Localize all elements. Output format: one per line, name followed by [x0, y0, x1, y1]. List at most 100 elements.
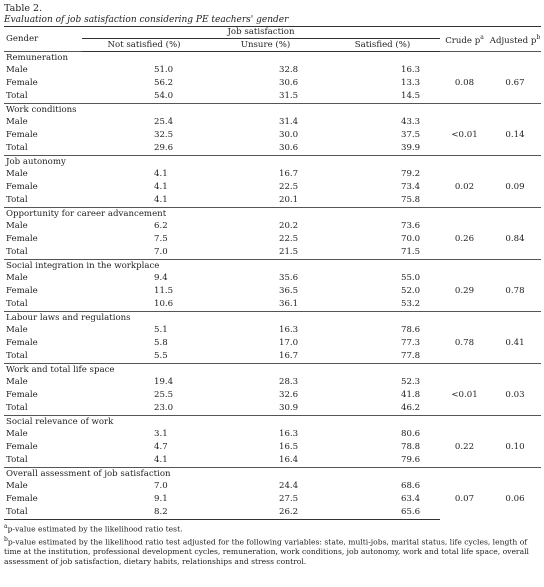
satisfied-cell: 13.3: [401, 78, 421, 88]
unsure-cell: 16.4: [279, 455, 299, 465]
not-satisfied-cell: 7.0: [154, 247, 168, 257]
gender-cell: Male: [6, 169, 28, 179]
not-satisfied-cell: 10.6: [154, 299, 174, 309]
gender-cell: Female: [6, 234, 38, 244]
satisfied-cell: 68.6: [401, 481, 421, 491]
table-row: Male 7.0 24.4 68.6 0.07 0.06: [4, 480, 541, 504]
unsure-cell: 24.4: [279, 481, 299, 491]
section-title: Remuneration: [4, 51, 541, 64]
section-header: Remuneration: [4, 51, 541, 64]
satisfied-cell: 53.2: [401, 299, 421, 309]
gender-cell: Male: [6, 65, 28, 75]
unsure-cell: 32.8: [279, 65, 299, 75]
table-body: Remuneration Male 51.0 32.8 16.3 0.08 0.67 Fema…: [4, 51, 541, 520]
satisfied-cell: 14.5: [401, 91, 421, 101]
unsure-cell: 22.5: [279, 182, 299, 192]
crude-p-cell: 0.07: [454, 494, 475, 505]
gender-cell: Total: [6, 143, 28, 153]
table-row: Female 4.7 16.5 78.8: [4, 441, 541, 454]
header-satisfied: Satisfied (%): [325, 38, 440, 52]
header-adjusted-p-label: Adjusted p: [489, 35, 537, 46]
table-row: Male 4.1 16.7 79.2 0.02 0.09: [4, 168, 541, 192]
satisfied-cell: 71.5: [401, 247, 421, 257]
gender-cell: Male: [6, 481, 28, 491]
footnote-a-mark: a: [4, 523, 8, 530]
table-number: Table 2.: [4, 3, 43, 14]
unsure-cell: 20.2: [279, 221, 299, 231]
header-adjusted-p: Adjusted pb: [489, 26, 541, 52]
satisfied-cell: 16.3: [401, 65, 421, 75]
unsure-cell: 30.9: [279, 403, 299, 413]
table-row: Male 6.2 20.2 73.6 0.26 0.84: [4, 220, 541, 244]
not-satisfied-cell: 8.2: [82, 506, 206, 520]
satisfied-cell: 77.3: [401, 338, 421, 348]
table-row: Female 25.5 32.6 41.8: [4, 389, 541, 402]
table-row: Male 5.1 16.3 78.6 0.78 0.41: [4, 324, 541, 348]
table-row: Total 23.0 30.9 46.2: [4, 402, 541, 416]
table-row: Total 5.5 16.7 77.8: [4, 350, 541, 364]
crude-p-cell: 0.78: [454, 338, 475, 348]
not-satisfied-cell: 4.7: [154, 442, 168, 452]
not-satisfied-cell: 11.5: [154, 286, 174, 296]
satisfied-cell: 70.0: [401, 234, 421, 244]
table-row: Female 11.5 36.5 52.0: [4, 285, 541, 298]
section-header: Social relevance of work: [4, 415, 541, 428]
adjusted-p-cell: 0.78: [505, 286, 525, 296]
gender-cell: Total: [6, 351, 28, 361]
gender-cell: Total: [6, 195, 28, 205]
section-header: Overall assessment of job satisfaction: [4, 467, 541, 480]
unsure-cell: 20.1: [279, 195, 299, 205]
satisfied-cell: 78.8: [401, 442, 421, 452]
header-unsure: Unsure (%): [206, 38, 325, 52]
gender-cell: Total: [6, 299, 28, 309]
not-satisfied-cell: 29.6: [154, 143, 174, 153]
gender-cell: Total: [6, 247, 28, 257]
gender-cell: Female: [6, 338, 38, 348]
crude-p-cell: 0.22: [454, 442, 475, 452]
not-satisfied-cell: 3.1: [154, 429, 168, 439]
satisfied-cell: 77.8: [401, 351, 421, 361]
gender-cell: Total: [6, 455, 28, 465]
satisfied-cell: 73.4: [401, 182, 421, 192]
table-row: Female 9.1 27.5 63.4: [4, 493, 541, 506]
satisfied-cell: 78.6: [401, 325, 421, 335]
not-satisfied-cell: 4.1: [154, 169, 168, 179]
adjusted-p-cell: 0.03: [505, 390, 525, 400]
not-satisfied-cell: 9.1: [154, 494, 168, 504]
header-not-satisfied: Not satisfied (%): [82, 38, 206, 52]
header-crude-p-label: Crude p: [445, 35, 481, 46]
table-row: Total 10.6 36.1 53.2: [4, 298, 541, 312]
not-satisfied-cell: 54.0: [154, 91, 174, 101]
not-satisfied-cell: 5.5: [154, 351, 168, 361]
unsure-cell: 26.2: [206, 506, 325, 520]
unsure-cell: 35.6: [279, 273, 299, 283]
gender-cell: Female: [6, 130, 38, 140]
unsure-cell: 31.5: [279, 91, 299, 101]
header-crude-p: Crude pa: [440, 26, 489, 52]
crude-p-cell: <0.01: [451, 130, 478, 140]
not-satisfied-cell: 4.1: [154, 195, 168, 205]
adjusted-p-cell: 0.67: [505, 78, 525, 88]
table-row: Female 4.1 22.5 73.4: [4, 181, 541, 194]
footnote-b: bp-value estimated by the likelihood rat…: [4, 535, 541, 568]
gender-cell: Female: [6, 442, 38, 452]
table-row: Total 4.1 20.1 75.8: [4, 194, 541, 208]
crude-p-cell: 0.08: [454, 78, 475, 88]
footnote-b-mark: b: [4, 535, 8, 543]
gender-cell: Male: [6, 377, 28, 387]
satisfied-cell: 80.6: [401, 429, 421, 439]
satisfied-cell: 79.2: [401, 169, 421, 179]
unsure-cell: 30.6: [279, 78, 299, 88]
unsure-cell: 30.0: [279, 130, 299, 140]
satisfied-cell: 41.8: [401, 390, 421, 400]
gender-cell: Female: [6, 182, 38, 192]
table-row: Female 32.5 30.0 37.5: [4, 129, 541, 142]
not-satisfied-cell: 7.0: [154, 481, 168, 491]
gender-cell: Total: [6, 91, 28, 101]
unsure-cell: 31.4: [279, 117, 299, 127]
satisfied-cell: 43.3: [401, 117, 421, 127]
unsure-cell: 16.3: [279, 325, 299, 335]
footnote-a: ap-value estimated by the likelihood rat…: [4, 522, 541, 535]
table-row: Male 3.1 16.3 80.6 0.22 0.10: [4, 428, 541, 452]
header-crude-p-mark: a: [480, 33, 484, 41]
